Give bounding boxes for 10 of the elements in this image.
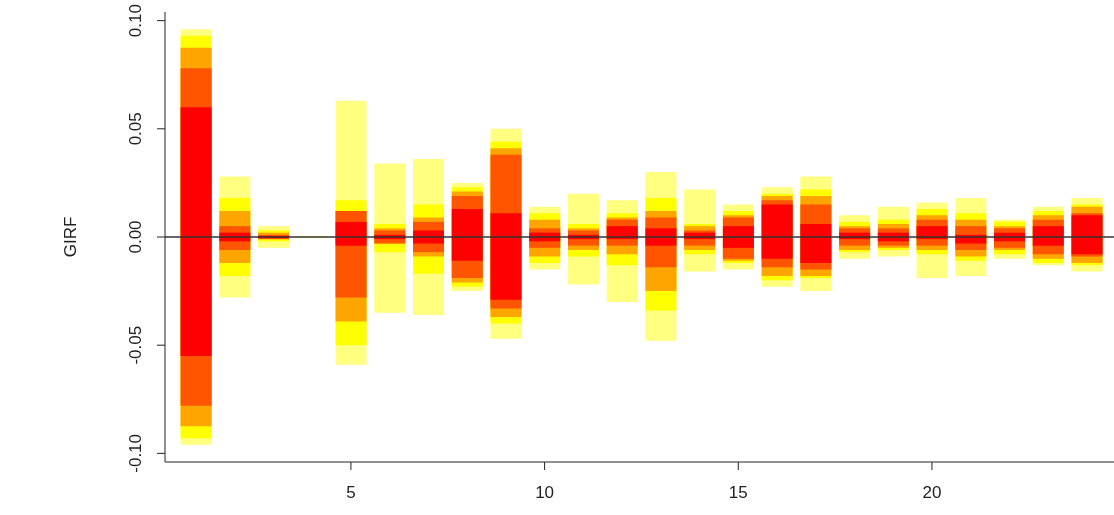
x-tick-label: 15 [728, 483, 748, 502]
y-tick-label: -0.10 [126, 433, 145, 473]
y-tick-label: 0.00 [126, 220, 145, 254]
x-tick-label: 20 [922, 483, 942, 502]
y-tick-label: 0.10 [126, 4, 145, 38]
y-axis-title: GIRF [61, 216, 81, 258]
x-tick-label: 10 [535, 483, 555, 502]
y-tick-label: 0.05 [126, 112, 145, 146]
y-tick-label: -0.05 [126, 325, 145, 365]
x-tick-label: 5 [346, 483, 356, 502]
